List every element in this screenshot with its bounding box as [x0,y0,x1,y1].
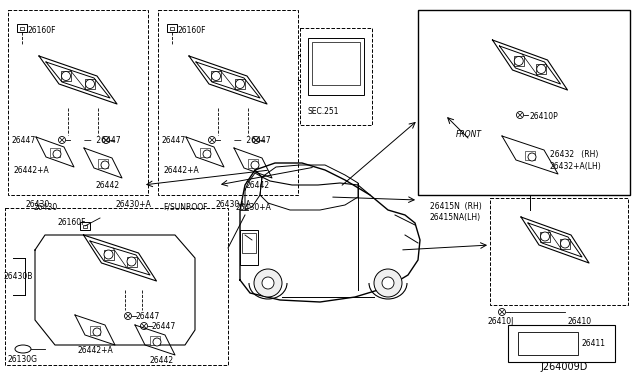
Circle shape [499,308,506,315]
Text: FRONT: FRONT [456,130,482,139]
Circle shape [262,277,274,289]
Text: 26430+A: 26430+A [215,200,251,209]
Circle shape [102,137,109,144]
Circle shape [236,80,244,89]
Text: 26430B: 26430B [3,272,33,281]
Bar [200,148,210,157]
Circle shape [61,71,70,80]
Text: SEC.251: SEC.251 [308,107,339,116]
Bar [242,233,256,253]
Text: 26430+A: 26430+A [236,203,272,212]
Bar [61,71,71,81]
Text: F/SUNROOF: F/SUNROOF [163,203,207,212]
Bar [98,159,108,168]
Bar [248,159,258,168]
Text: 26430+A: 26430+A [115,200,151,209]
Circle shape [93,328,101,336]
Text: 26415NA(LH): 26415NA(LH) [430,213,481,222]
Bar [5,208,228,365]
Text: 26410J: 26410J [488,317,515,326]
Text: 26442: 26442 [245,181,269,190]
Circle shape [528,153,536,161]
Circle shape [254,269,282,297]
Bar [158,10,298,195]
Text: 26447: 26447 [136,312,160,321]
Circle shape [203,150,211,158]
Bar [560,238,570,248]
Circle shape [101,161,109,169]
Text: 26442+A: 26442+A [13,166,49,175]
Text: 26430: 26430 [33,203,57,212]
Text: 26411: 26411 [582,340,606,349]
Bar [490,198,628,305]
Bar [540,231,550,241]
Bar [80,222,90,230]
Bar [104,250,113,260]
Text: —  26447: — 26447 [234,136,271,145]
Text: J264009D: J264009D [540,362,588,372]
Circle shape [125,312,131,320]
Bar [536,64,547,74]
Bar [211,71,221,81]
Bar [508,325,615,362]
Circle shape [374,269,402,297]
Text: 26160F: 26160F [28,26,56,35]
Circle shape [253,137,259,144]
Bar [514,56,524,66]
Circle shape [382,277,394,289]
Text: 26160F: 26160F [57,218,86,227]
Bar [240,230,258,265]
Text: 26415N  (RH): 26415N (RH) [430,202,482,211]
Text: 26442+A: 26442+A [163,166,199,175]
Text: 26442+A: 26442+A [77,346,113,355]
Bar [170,26,174,29]
Bar [20,26,24,29]
Bar [83,224,87,228]
Text: 26432+A(LH): 26432+A(LH) [550,162,602,171]
Text: 26410: 26410 [568,317,592,326]
Bar [300,28,372,125]
Text: 26160F: 26160F [178,26,207,35]
Circle shape [86,80,95,89]
Bar [308,38,364,95]
Bar [167,24,177,32]
Circle shape [141,323,147,330]
Circle shape [541,232,550,241]
Text: 26447: 26447 [161,136,185,145]
Circle shape [516,112,524,119]
Text: 26447: 26447 [152,322,176,331]
Text: 26432   (RH): 26432 (RH) [550,150,598,159]
Bar [150,336,160,345]
Circle shape [58,137,65,144]
Text: 26410P: 26410P [530,112,559,121]
Bar [8,10,148,195]
Text: 26447: 26447 [11,136,35,145]
Bar [85,79,95,89]
Circle shape [251,161,259,169]
Bar [418,10,630,195]
Bar [50,148,60,157]
Bar [312,42,360,85]
Text: 26130G: 26130G [8,355,38,364]
Circle shape [53,150,61,158]
Bar [235,79,245,89]
Circle shape [515,57,524,65]
Circle shape [211,71,221,80]
Circle shape [561,239,570,248]
Text: —  26447: — 26447 [84,136,120,145]
Bar [525,151,535,160]
Circle shape [127,257,136,266]
Circle shape [209,137,216,144]
Circle shape [537,64,546,74]
Circle shape [153,338,161,346]
Circle shape [104,250,113,259]
Bar [518,332,578,355]
Bar [127,257,136,266]
Text: 26442: 26442 [150,356,174,365]
Text: 26430: 26430 [25,200,49,209]
Ellipse shape [15,345,31,353]
Text: 26442: 26442 [95,181,119,190]
Bar [17,24,27,32]
Bar [90,326,100,335]
